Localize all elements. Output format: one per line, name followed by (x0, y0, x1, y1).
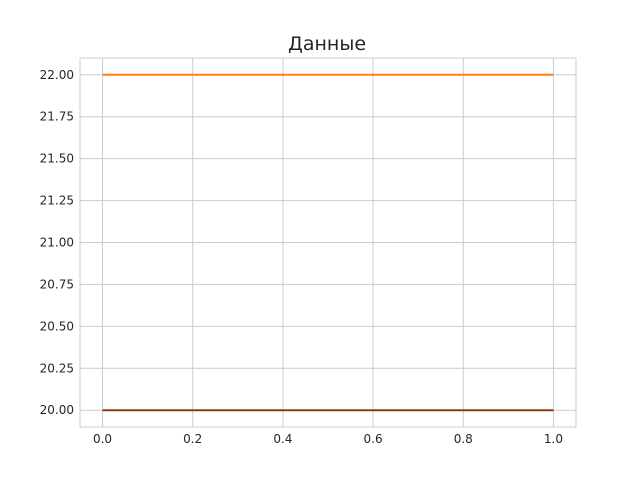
y-tick-label: 21.50 (40, 152, 74, 166)
y-tick-label: 21.25 (40, 194, 74, 208)
y-tick-label: 22.00 (40, 68, 74, 82)
y-tick-label: 20.00 (40, 403, 74, 417)
y-tick-label: 20.50 (40, 319, 74, 333)
y-axis-ticks: 20.00 20.25 20.50 20.75 21.00 21.25 21.50 21.75… (40, 68, 74, 417)
y-tick-label: 20.25 (40, 361, 74, 375)
x-tick-label: 0.6 (364, 432, 383, 446)
x-tick-label: 0.8 (454, 432, 473, 446)
x-tick-label: 0.4 (273, 432, 292, 446)
grid-lines (80, 58, 576, 427)
series-lines (102, 73, 554, 412)
x-axis-ticks: 0.0 0.2 0.4 0.6 0.8 1.0 (93, 432, 563, 446)
chart-title: Данные (288, 33, 366, 55)
y-tick-label: 20.75 (40, 277, 74, 291)
x-tick-label: 1.0 (544, 432, 563, 446)
y-tick-label: 21.00 (40, 236, 74, 250)
y-tick-label: 21.75 (40, 110, 74, 124)
plot-frame (79, 57, 577, 428)
x-tick-label: 0.2 (183, 432, 202, 446)
x-tick-label: 0.0 (93, 432, 112, 446)
